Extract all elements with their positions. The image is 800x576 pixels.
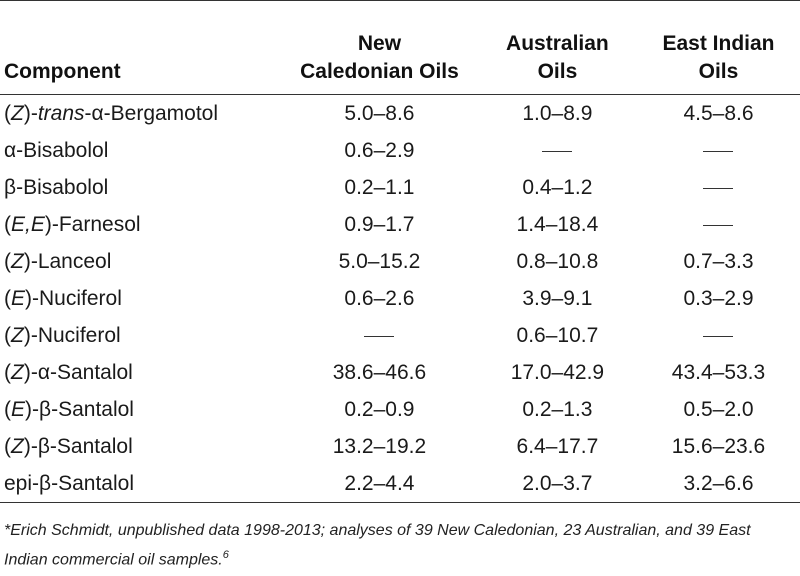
value-cell-nc: 0.6–2.6 [344, 287, 415, 310]
value-cell-nc: 2.2–4.4 [344, 472, 415, 495]
table-row: β-Bisabolol 0.2–1.1 0.4–1.2 [0, 169, 800, 206]
footnote: *Erich Schmidt, unpublished data 1998-20… [4, 522, 751, 569]
table-row: (Z)-β-Santalol 13.2–19.2 6.4–17.7 15.6–23.6 [0, 428, 800, 465]
table-row: (Z)-α-Santalol 38.6–46.6 17.0–42.9 43.4–53.… [0, 354, 800, 391]
dash-mark [364, 335, 395, 337]
value-cell-au: 6.4–17.7 [516, 435, 599, 458]
table-row: (E)-β-Santalol 0.2–0.9 0.2–1.3 0.5–2.0 [0, 391, 800, 428]
empty-cell-ei [637, 169, 800, 206]
component-name: α-Bisabolol [4, 139, 109, 162]
component-name: β-Bisabolol [4, 176, 109, 199]
component-name: (Z)-α-Santalol [4, 361, 133, 384]
empty-cell-au [478, 132, 637, 169]
value-cell-au: 17.0–42.9 [510, 361, 605, 384]
header-component: Component [4, 60, 121, 83]
table-row: (E,E)-Farnesol 0.9–1.7 1.4–18.4 [0, 206, 800, 243]
value-cell-ei: 0.3–2.9 [683, 287, 754, 310]
value-cell-au: 3.9–9.1 [522, 287, 593, 310]
oil-composition-table: Component New Caledonian Oils Australian O… [0, 0, 800, 503]
value-cell-au: 0.4–1.2 [522, 176, 593, 199]
value-cell-nc: 13.2–19.2 [332, 435, 427, 458]
value-cell-nc: 5.0–8.6 [344, 102, 415, 125]
table-row: (Z)-Nuciferol 0.6–10.7 [0, 317, 800, 354]
value-cell-ei: 15.6–23.6 [671, 435, 766, 458]
empty-cell-ei [637, 206, 800, 243]
component-name: epi-β-Santalol [4, 472, 134, 495]
value-cell-nc: 0.2–1.1 [344, 176, 415, 199]
value-cell-au: 2.0–3.7 [522, 472, 593, 495]
value-cell-au: 1.4–18.4 [516, 213, 599, 236]
value-cell-ei: 0.5–2.0 [683, 398, 754, 421]
header-australian: Australian Oils [506, 32, 609, 83]
dash-mark [703, 335, 734, 337]
value-cell-au: 0.2–1.3 [522, 398, 593, 421]
value-cell-au: 0.8–10.8 [516, 250, 599, 273]
component-name: (E)-Nuciferol [4, 287, 122, 310]
component-name: (Z)-trans-α-Bergamotol [4, 102, 219, 125]
dash-mark [542, 150, 573, 152]
value-cell-ei: 3.2–6.6 [683, 472, 754, 495]
value-cell-au: 0.6–10.7 [516, 324, 599, 347]
component-name: (Z)-β-Santalol [4, 435, 133, 458]
value-cell-nc: 0.2–0.9 [344, 398, 415, 421]
value-cell-ei: 4.5–8.6 [683, 102, 754, 125]
empty-cell-ei [637, 317, 800, 354]
table-row: (E)-Nuciferol 0.6–2.6 3.9–9.1 0.3–2.9 [0, 280, 800, 317]
table-row: (Z)-trans-α-Bergamotol 5.0–8.6 1.0–8.9 4.5–… [0, 95, 800, 133]
component-name: (Z)-Nuciferol [4, 324, 121, 347]
component-name: (Z)-Lanceol [4, 250, 112, 273]
component-name: (E)-β-Santalol [4, 398, 134, 421]
header-row: Component New Caledonian Oils Australian O… [0, 0, 800, 95]
value-cell-nc: 0.6–2.9 [344, 139, 415, 162]
component-name: (E,E)-Farnesol [4, 213, 141, 236]
table-row: (Z)-Lanceol 5.0–15.2 0.8–10.8 0.7–3.3 [0, 243, 800, 280]
empty-cell-nc [281, 317, 478, 354]
dash-mark [703, 187, 734, 189]
table-row: α-Bisabolol 0.6–2.9 [0, 132, 800, 169]
table-row: epi-β-Santalol 2.2–4.4 2.0–3.7 3.2–6.6 [0, 465, 800, 503]
header-new-caledonian: New Caledonian Oils [300, 32, 459, 83]
empty-cell-ei [637, 132, 800, 169]
dash-mark [703, 224, 734, 226]
value-cell-nc: 5.0–15.2 [338, 250, 421, 273]
value-cell-ei: 43.4–53.3 [671, 361, 766, 384]
dash-mark [703, 150, 734, 152]
value-cell-ei: 0.7–3.3 [683, 250, 754, 273]
value-cell-nc: 38.6–46.6 [332, 361, 427, 384]
value-cell-au: 1.0–8.9 [522, 102, 593, 125]
header-east-indian: East Indian Oils [662, 32, 775, 83]
table-body: (Z)-trans-α-Bergamotol 5.0–8.6 1.0–8.9 4.5–… [0, 95, 800, 503]
value-cell-nc: 0.9–1.7 [344, 213, 415, 236]
